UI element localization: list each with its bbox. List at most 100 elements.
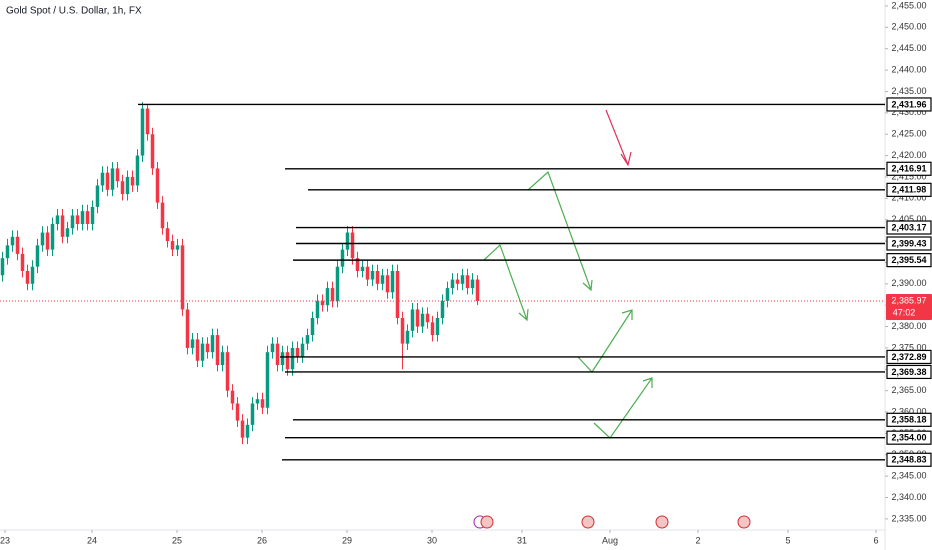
candle-body: [280, 352, 285, 366]
candle-body: [55, 215, 60, 224]
level-label-box: [886, 253, 932, 268]
candle-body: [220, 352, 225, 366]
candle-body: [115, 168, 120, 182]
level-label-box: [886, 182, 932, 197]
candle-body: [330, 288, 335, 301]
candle-body: [60, 215, 65, 237]
y-tick-label: 2,415.00: [891, 171, 926, 181]
candle-body: [295, 347, 300, 357]
candle-body: [90, 206, 95, 224]
candle-body: [465, 275, 470, 289]
candle-body: [15, 236, 20, 254]
candle-body: [165, 228, 170, 242]
level-label: 2,369.38: [891, 367, 926, 377]
level-label-box: [886, 430, 932, 445]
candle-body: [375, 270, 380, 284]
last-price-box: [886, 294, 932, 321]
y-tick-label: 2,360.00: [891, 406, 926, 416]
arrow: [605, 109, 632, 167]
event-icon[interactable]: [737, 515, 751, 529]
candle-body: [135, 155, 140, 186]
candle-body: [110, 168, 115, 190]
candle-body: [85, 211, 90, 224]
y-tick-label: 2,445.00: [891, 43, 926, 53]
level-label-box: [886, 452, 932, 467]
level-label-box: [886, 349, 932, 365]
level-label-box: [886, 161, 932, 176]
candle-body: [225, 352, 230, 391]
x-tick-label: 23: [0, 535, 10, 545]
y-tick-label: 2,390.00: [891, 278, 926, 288]
candle-body: [320, 300, 325, 306]
x-tick-label: 30: [427, 535, 437, 545]
candle-body: [370, 270, 375, 280]
y-tick-label: 2,440.00: [891, 64, 926, 74]
candle-body: [70, 215, 75, 229]
candle-body: [350, 232, 355, 259]
event-icon[interactable]: [655, 515, 669, 529]
x-tick-label: 25: [172, 535, 182, 545]
last-price-label: 2,385.97: [891, 295, 926, 305]
candle-body: [260, 399, 265, 408]
y-tick-label: 2,335.00: [891, 513, 926, 523]
y-tick-label: 2,375.00: [891, 342, 926, 352]
candle-body: [340, 249, 345, 267]
candle-body: [470, 279, 475, 289]
candle-body: [255, 399, 260, 404]
y-tick-label: 2,380.00: [891, 321, 926, 331]
x-tick-label: 6: [873, 535, 878, 545]
candle-body: [125, 176, 130, 195]
event-icons: [473, 515, 751, 529]
candle-body: [175, 245, 180, 250]
level-label: 2,416.91: [891, 164, 926, 174]
candle-body: [5, 245, 10, 259]
y-tick-label: 2,340.00: [891, 492, 926, 502]
level-label-box: [886, 236, 932, 251]
candle-body: [440, 300, 445, 318]
candle-body: [200, 343, 205, 361]
x-tick-label: 24: [87, 535, 97, 545]
candle-body: [160, 202, 165, 229]
candle-body: [400, 318, 405, 344]
y-tick-label: 2,455.00: [891, 0, 926, 10]
event-icon[interactable]: [480, 515, 494, 529]
candle-body: [345, 232, 350, 250]
level-label: 2,399.43: [891, 238, 926, 248]
candle-body: [365, 266, 370, 280]
candle-body: [275, 343, 280, 366]
candle-body: [475, 279, 480, 302]
level-label: 2,372.89: [891, 352, 926, 362]
x-tick-label: 31: [517, 535, 527, 545]
candle-body: [380, 275, 385, 284]
candle-body: [310, 318, 315, 336]
candle-body: [360, 266, 365, 271]
candle-body: [40, 232, 45, 246]
candle-body: [20, 253, 25, 271]
chart-title: Gold Spot / U.S. Dollar, 1h, FX: [6, 6, 142, 17]
candle-body: [100, 172, 105, 186]
candle-body: [285, 352, 290, 370]
arrow: [527, 170, 593, 292]
candle-body: [235, 403, 240, 421]
candle-body: [335, 266, 340, 301]
event-icon[interactable]: [581, 515, 595, 529]
candle-body: [130, 176, 135, 186]
candle-body: [170, 241, 175, 250]
candle-body: [300, 343, 305, 357]
candle-body: [150, 134, 155, 169]
candle-body: [290, 347, 295, 370]
y-tick-label: 2,365.00: [891, 385, 926, 395]
candle-body: [195, 339, 200, 361]
level-label-box: [886, 412, 932, 427]
level-label: 2,395.54: [891, 255, 926, 265]
candle-body: [0, 258, 5, 276]
level-label: 2,403.17: [891, 222, 926, 232]
candle-body: [95, 185, 100, 207]
candle-body: [210, 335, 215, 353]
candle-body: [45, 232, 50, 250]
x-tick-label: Aug: [602, 535, 618, 545]
candle-body: [245, 424, 250, 438]
candle-body: [265, 352, 270, 408]
candle-body: [75, 215, 80, 224]
candle-body: [385, 275, 390, 293]
